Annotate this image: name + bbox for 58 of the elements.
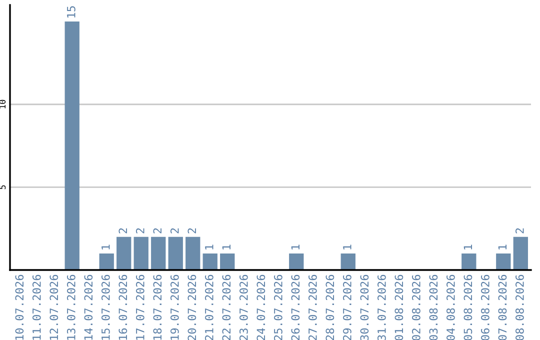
data-label: 1 <box>464 244 472 250</box>
x-tick-label: 24.07.2026 <box>256 274 266 340</box>
data-label: 2 <box>516 228 524 234</box>
data-label: 1 <box>291 244 300 250</box>
bar <box>289 253 304 270</box>
x-tick-label: 18.07.2026 <box>153 274 162 340</box>
x-tick-label: 17.07.2026 <box>136 274 144 340</box>
x-tick-label: 28.07.2026 <box>326 274 334 340</box>
x-tick-label: 07.08.2026 <box>498 274 507 340</box>
x-tick-label: 20.07.2026 <box>188 274 196 340</box>
x-tick-label: 21.07.2026 <box>204 274 214 340</box>
bar <box>186 236 200 270</box>
bar <box>99 253 114 270</box>
x-tick-label: 16.07.2026 <box>118 274 128 340</box>
bar <box>116 236 132 270</box>
x-tick-label: 01.08.2026 <box>394 274 404 340</box>
x-tick-label: 13.07.2026 <box>66 274 76 340</box>
x-tick-label: 26.07.2026 <box>291 274 300 340</box>
bar <box>168 236 183 270</box>
data-label: 2 <box>188 228 196 234</box>
x-tick-label: 19.07.2026 <box>170 274 179 340</box>
x-tick-label: 14.07.2026 <box>84 274 93 340</box>
bar <box>462 253 476 270</box>
x-tick-label: 29.07.2026 <box>342 274 352 340</box>
data-label: 1 <box>222 244 230 250</box>
x-tick-label: 06.08.2026 <box>480 274 490 340</box>
data-label: 1 <box>205 244 214 250</box>
data-label: 2 <box>136 228 144 234</box>
x-tick-label: 12.07.2026 <box>50 274 58 340</box>
bar <box>220 253 235 270</box>
x-tick-label: 05.08.2026 <box>464 274 472 340</box>
bar <box>340 253 356 270</box>
x-tick-label: 08.08.2026 <box>516 274 524 340</box>
data-label: 2 <box>170 228 179 234</box>
bar <box>202 253 218 270</box>
bar <box>513 236 528 270</box>
data-label: 1 <box>343 244 352 250</box>
x-tick-label: 25.07.2026 <box>274 274 282 340</box>
bar <box>151 236 166 270</box>
x-tick-label: 03.08.2026 <box>429 274 438 340</box>
data-label: 1 <box>498 244 506 250</box>
x-tick-label: 11.07.2026 <box>32 274 41 340</box>
x-tick-label: 22.07.2026 <box>222 274 231 340</box>
bar <box>496 253 511 270</box>
data-label: 2 <box>153 228 162 234</box>
x-tick-label: 10.07.2026 <box>15 274 24 340</box>
data-label: 15 <box>67 6 76 18</box>
x-tick-label: 02.08.2026 <box>412 274 420 340</box>
bar <box>64 22 80 270</box>
x-tick-label: 15.07.2026 <box>101 274 110 340</box>
x-tick-label: 27.07.2026 <box>308 274 317 340</box>
x-tick-label: 23.07.2026 <box>239 274 248 340</box>
x-tick-label: 04.08.2026 <box>446 274 455 340</box>
x-tick-label: 30.07.2026 <box>360 274 369 340</box>
bar <box>134 236 148 270</box>
data-label: 1 <box>102 244 110 250</box>
x-tick-label: 31.07.2026 <box>377 274 386 340</box>
data-label: 2 <box>118 228 127 234</box>
